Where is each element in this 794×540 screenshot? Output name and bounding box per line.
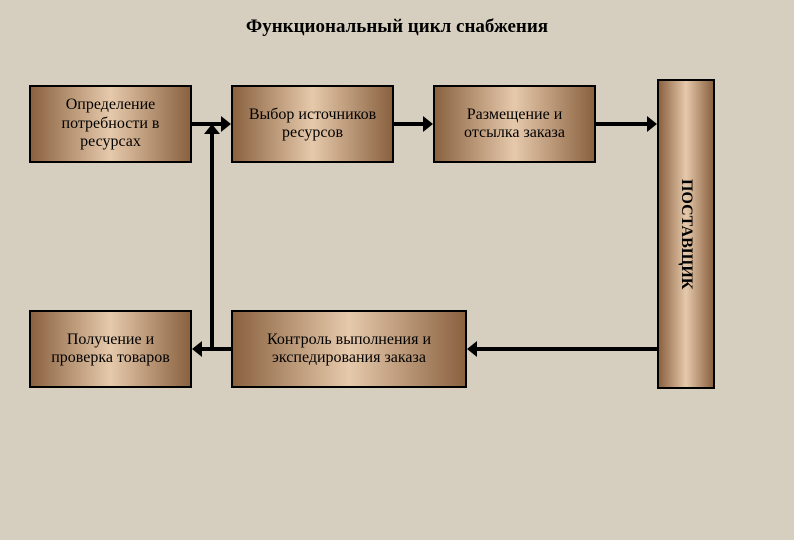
edge-segment — [596, 122, 647, 126]
node-n5: Получение и проверка товаров — [29, 310, 192, 388]
diagram-title: Функциональный цикл снабжения — [0, 16, 794, 38]
node-n1: Определение потребности в ресурсах — [29, 85, 192, 163]
edge-segment — [477, 347, 627, 351]
edge-arrow — [647, 116, 657, 132]
edge-segment — [202, 347, 231, 351]
edge-segment — [394, 122, 423, 126]
edge-segment — [210, 134, 214, 349]
node-n6: Контроль выполнения и экспедирования зак… — [231, 310, 467, 388]
edge-arrow — [221, 116, 231, 132]
edge-arrow — [423, 116, 433, 132]
node-n3: Размещение и отсылка заказа — [433, 85, 596, 163]
diagram-canvas: Функциональный цикл снабжения Определени… — [0, 0, 794, 540]
edge-segment — [627, 347, 657, 351]
node-n3-label: Размещение и отсылка заказа — [439, 106, 590, 143]
edge-arrow — [192, 341, 202, 357]
edge-arrow — [467, 341, 477, 357]
edge-arrow — [204, 124, 220, 134]
node-n6-label: Контроль выполнения и экспедирования зак… — [237, 331, 461, 368]
node-supplier-label: ПОСТАВЩИК — [677, 179, 695, 289]
node-n2-label: Выбор источников ресурсов — [237, 106, 388, 143]
node-n2: Выбор источников ресурсов — [231, 85, 394, 163]
node-n5-label: Получение и проверка товаров — [35, 331, 186, 368]
node-n1-label: Определение потребности в ресурсах — [35, 96, 186, 151]
node-supplier: ПОСТАВЩИК — [657, 79, 715, 389]
